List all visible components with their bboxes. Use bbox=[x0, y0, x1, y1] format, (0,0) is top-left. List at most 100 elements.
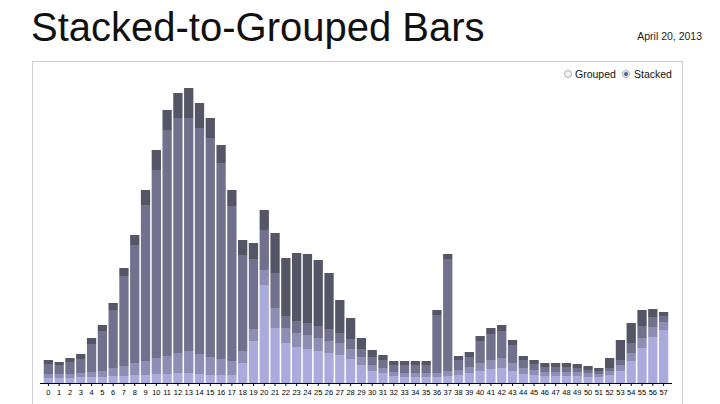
x-tick-label: 28 bbox=[346, 388, 354, 397]
radio-label[interactable]: Stacked bbox=[634, 68, 672, 80]
x-tick bbox=[59, 383, 60, 386]
x-tick bbox=[577, 383, 578, 386]
bar bbox=[281, 343, 290, 383]
bar bbox=[249, 259, 258, 329]
bar bbox=[400, 377, 409, 383]
bar bbox=[195, 354, 204, 374]
bar bbox=[627, 323, 636, 343]
x-tick bbox=[447, 383, 448, 386]
bar bbox=[335, 300, 344, 333]
x-tick bbox=[458, 383, 459, 386]
bar bbox=[152, 358, 161, 374]
x-tick bbox=[642, 383, 643, 386]
x-tick-label: 13 bbox=[185, 388, 193, 397]
bar bbox=[238, 363, 247, 383]
bar bbox=[357, 349, 366, 357]
bar bbox=[432, 310, 441, 315]
x-tick bbox=[296, 383, 297, 386]
bar bbox=[594, 374, 603, 377]
bar bbox=[378, 360, 387, 368]
bar bbox=[162, 374, 171, 383]
bar bbox=[540, 372, 549, 376]
x-tick bbox=[523, 383, 524, 386]
bar bbox=[627, 361, 636, 383]
bar bbox=[216, 145, 225, 163]
bar bbox=[378, 368, 387, 373]
bar bbox=[454, 356, 463, 360]
bar bbox=[497, 358, 506, 368]
bar bbox=[357, 357, 366, 365]
bar bbox=[529, 370, 538, 375]
x-tick bbox=[361, 383, 362, 386]
bar bbox=[292, 347, 301, 383]
x-tick bbox=[350, 383, 351, 386]
bar bbox=[616, 360, 625, 365]
x-tick bbox=[436, 383, 437, 386]
bar bbox=[443, 259, 452, 371]
x-tick-label: 23 bbox=[292, 388, 300, 397]
bar bbox=[346, 349, 355, 359]
x-tick-label: 52 bbox=[605, 388, 613, 397]
bar bbox=[206, 357, 215, 375]
bar bbox=[562, 376, 571, 383]
x-tick-label: 49 bbox=[573, 388, 581, 397]
x-tick-label: 29 bbox=[357, 388, 365, 397]
radio-option[interactable]: Grouped bbox=[565, 68, 617, 80]
x-tick bbox=[242, 383, 243, 386]
x-tick bbox=[555, 383, 556, 386]
x-tick-label: 8 bbox=[133, 388, 137, 397]
x-tick-label: 53 bbox=[616, 388, 624, 397]
bar bbox=[346, 318, 355, 339]
bar bbox=[422, 365, 431, 373]
bar bbox=[389, 376, 398, 383]
bar bbox=[583, 373, 592, 377]
x-tick bbox=[404, 383, 405, 386]
x-tick-label: 15 bbox=[206, 388, 214, 397]
x-tick bbox=[167, 383, 168, 386]
x-tick-label: 19 bbox=[249, 388, 257, 397]
bar bbox=[627, 343, 636, 353]
bar bbox=[227, 190, 236, 206]
bar bbox=[55, 378, 64, 383]
bar bbox=[44, 364, 53, 374]
x-tick bbox=[307, 383, 308, 386]
bar bbox=[270, 328, 279, 383]
radio-button[interactable] bbox=[565, 71, 572, 78]
bar bbox=[324, 273, 333, 329]
bar bbox=[357, 338, 366, 349]
bar bbox=[508, 363, 517, 371]
bar bbox=[141, 361, 150, 375]
bar bbox=[65, 362, 74, 374]
radio-button[interactable] bbox=[623, 71, 630, 78]
bar bbox=[238, 240, 247, 255]
x-tick bbox=[210, 383, 211, 386]
bar bbox=[335, 355, 344, 383]
bar bbox=[616, 340, 625, 360]
bar bbox=[314, 351, 323, 383]
x-tick bbox=[609, 383, 610, 386]
bar bbox=[562, 367, 571, 372]
radio-label[interactable]: Grouped bbox=[575, 68, 616, 80]
bar bbox=[227, 206, 236, 361]
x-tick-label: 32 bbox=[390, 388, 398, 397]
bar bbox=[216, 375, 225, 383]
x-tick bbox=[566, 383, 567, 386]
bar bbox=[216, 359, 225, 375]
bar bbox=[519, 356, 528, 360]
bar bbox=[87, 372, 96, 377]
bar bbox=[65, 378, 74, 383]
radio-option[interactable]: Stacked bbox=[623, 68, 673, 80]
bar bbox=[260, 270, 269, 285]
bar bbox=[422, 361, 431, 365]
x-tick-label: 9 bbox=[143, 388, 147, 397]
bar bbox=[227, 361, 236, 375]
bar bbox=[152, 374, 161, 383]
bar bbox=[184, 373, 193, 383]
x-tick-label: 54 bbox=[627, 388, 635, 397]
bar bbox=[400, 373, 409, 377]
x-tick-label: 42 bbox=[498, 388, 506, 397]
bar bbox=[389, 372, 398, 376]
bar bbox=[195, 374, 204, 383]
bar bbox=[76, 377, 85, 383]
x-tick bbox=[199, 383, 200, 386]
